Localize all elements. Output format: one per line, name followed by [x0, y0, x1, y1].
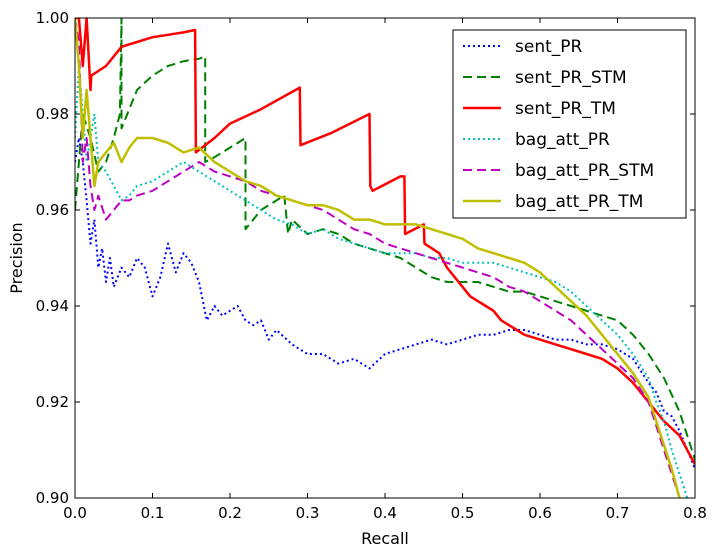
series-line-bag-att-pr — [75, 65, 689, 498]
legend-box — [452, 29, 687, 219]
y-tick-label: 0.92 — [36, 393, 69, 411]
x-tick-label: 0.3 — [296, 504, 320, 522]
series-line-bag-att-pr-stm — [75, 18, 681, 498]
series-line-sent-pr-stm — [75, 18, 695, 460]
y-axis-label: Precision — [7, 222, 26, 293]
x-tick-label: 0.6 — [528, 504, 552, 522]
ticks-layer: 0.0 0.1 0.2 0.3 0.4 0.5 0.6 0.7 0.8 0.90 0.92 0.94 0… — [36, 9, 707, 522]
x-tick-label: 0.5 — [451, 504, 475, 522]
y-tick-label: 0.98 — [36, 105, 69, 123]
legend-entry-label: sent_PR_TM — [515, 99, 616, 119]
x-tick-label: 0.2 — [218, 504, 242, 522]
legend-entry-label: bag_att_PR_TM — [515, 192, 643, 212]
x-tick-label: 0.8 — [683, 504, 707, 522]
x-axis-label: Recall — [361, 529, 409, 548]
y-tick-label: 0.94 — [36, 297, 69, 315]
x-tick-label: 0.1 — [141, 504, 165, 522]
x-tick-label: 0.4 — [373, 504, 397, 522]
y-tick-label: 1.00 — [36, 9, 69, 27]
series-line-bag-att-pr-tm — [75, 18, 681, 498]
y-tick-label: 0.90 — [36, 489, 69, 507]
x-tick-label: 0.7 — [606, 504, 630, 522]
legend-entry-label: sent_PR — [515, 37, 583, 57]
y-tick-label: 0.96 — [36, 201, 69, 219]
legend-entry-label: bag_att_PR — [515, 130, 610, 150]
legend-entry-label: sent_PR_STM — [515, 68, 627, 88]
x-tick-label: 0.0 — [63, 504, 87, 522]
legend: sent_PR sent_PR_STM sent_PR_TM bag_att_PRba… — [452, 29, 687, 219]
series-line-sent-pr-tm — [75, 18, 695, 465]
series-layer — [75, 18, 695, 498]
legend-entry-label: bag_att_PR_STM — [515, 161, 654, 181]
